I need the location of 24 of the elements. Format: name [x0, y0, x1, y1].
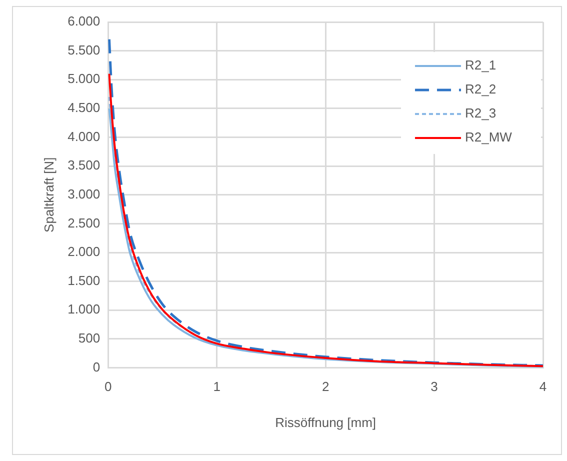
legend-label: R2_1 [465, 58, 496, 73]
legend-label: R2_3 [465, 106, 496, 121]
y-tick-label: 2.000 [68, 244, 100, 260]
y-tick-label: 3.000 [68, 186, 100, 202]
y-tick-label: 3.500 [68, 158, 100, 173]
x-axis-title: Rissöffnung [mm] [275, 414, 376, 430]
y-tick-label: 4.500 [68, 100, 100, 116]
legend-label: R2_2 [465, 82, 496, 97]
y-axis-title: Spaltkraft [N] [41, 157, 56, 232]
y-tick-label: 0 [92, 359, 100, 374]
y-tick-label: 5.000 [68, 71, 100, 86]
x-tick-label: 4 [539, 379, 547, 394]
y-tick-label: 5.500 [68, 42, 100, 58]
y-tick-label: 500 [78, 330, 100, 346]
legend-label: R2_MW [465, 130, 513, 145]
x-tick-label: 1 [213, 379, 220, 394]
y-tick-label: 6.000 [68, 14, 100, 29]
x-tick-label: 2 [322, 379, 330, 394]
y-tick-label: 1.000 [68, 302, 100, 317]
y-tick-label: 4.000 [68, 128, 100, 144]
y-tick-label: 2.500 [68, 215, 100, 230]
y-tick-label: 1.500 [68, 272, 100, 288]
x-tick-label: 3 [430, 379, 438, 394]
x-tick-label: 0 [104, 379, 112, 394]
